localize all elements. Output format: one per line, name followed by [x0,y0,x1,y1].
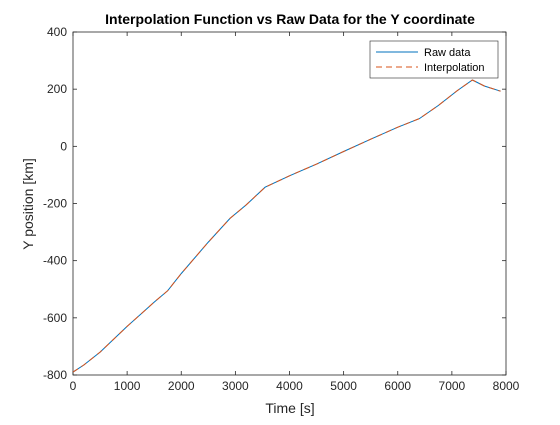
x-tick-label: 3000 [222,379,249,393]
series-lines [72,79,501,373]
x-tick-label: 6000 [384,379,411,393]
legend-box [369,40,499,79]
y-tick-label: 200 [47,82,67,96]
legend-label: Raw data [424,47,471,59]
x-tick-label: 0 [70,379,77,393]
x-tick-label: 4000 [276,379,303,393]
chart-title: Interpolation Function vs Raw Data for t… [105,11,475,27]
y-tick-label: -800 [43,368,67,382]
x-tick-label: 2000 [168,379,195,393]
axes: 0 1000 2000 3000 4000 5000 6000 7000 8000-800-60… [43,25,520,393]
y-tick-label: -200 [43,197,67,211]
y-tick-label: 400 [47,25,67,39]
y-axis-label: Y position [km] [20,158,36,250]
x-tick-label: 5000 [330,379,357,393]
legend: Raw data Interpolation [369,40,499,79]
legend-label: Interpolation [424,62,485,74]
x-tick-label: 8000 [493,379,520,393]
y-tick-label: -400 [43,254,67,268]
series-line-interpolation [72,79,501,373]
x-tick-label: 1000 [114,379,141,393]
x-axis-label: Time [s] [265,400,314,416]
y-tick-label: 0 [60,139,67,153]
y-tick-label: -600 [43,311,67,325]
plot-area-box [72,31,507,376]
x-tick-label: 7000 [439,379,466,393]
